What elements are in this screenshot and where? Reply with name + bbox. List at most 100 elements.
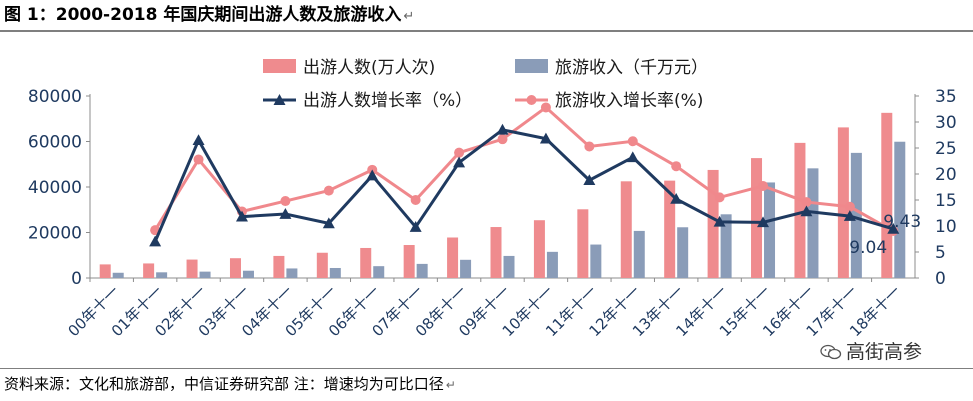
point-visitors-growth bbox=[757, 216, 770, 228]
bar-visitors bbox=[664, 180, 676, 278]
right-axis-tick-label: 30 bbox=[935, 113, 957, 133]
point-visitors-growth bbox=[453, 156, 466, 168]
point-visitors-growth bbox=[192, 134, 205, 145]
bar-revenue bbox=[677, 227, 689, 278]
bottom-rule bbox=[0, 368, 973, 369]
bar-visitors bbox=[881, 112, 893, 279]
point-revenue-growth bbox=[323, 185, 334, 196]
bar-visitors bbox=[533, 220, 545, 278]
point-visitors-growth bbox=[583, 174, 596, 186]
right-axis-tick-label: 25 bbox=[935, 139, 957, 159]
line-revenue-growth bbox=[153, 105, 895, 233]
bar-visitors bbox=[837, 127, 849, 279]
bar-revenue bbox=[460, 259, 472, 278]
chart-canvas: 0200004000060000800000510152025303500年十一… bbox=[28, 58, 957, 340]
bar-visitors bbox=[143, 263, 155, 278]
line-visitors-growth bbox=[153, 128, 894, 243]
point-revenue-growth bbox=[758, 180, 769, 191]
left-axis-tick-label: 40000 bbox=[28, 178, 82, 198]
bar-revenue bbox=[503, 255, 515, 278]
bar-revenue bbox=[112, 272, 124, 278]
legend-item-visitors-growth-marker bbox=[273, 94, 286, 105]
legend-item-revenue-swatch bbox=[515, 59, 548, 73]
point-revenue-growth bbox=[454, 147, 465, 158]
bar-revenue bbox=[807, 168, 819, 278]
bar-revenue bbox=[850, 152, 862, 278]
bar-visitors bbox=[316, 252, 328, 278]
left-axis-tick-label: 20000 bbox=[28, 224, 82, 244]
point-revenue-growth bbox=[280, 196, 291, 207]
bar-visitors bbox=[794, 142, 806, 278]
left-axis-tick-label: 80000 bbox=[28, 87, 82, 107]
bar-revenue bbox=[416, 263, 428, 278]
bar-visitors bbox=[99, 264, 111, 278]
bar-visitors bbox=[577, 209, 589, 278]
data-label-revenue-growth: 9.04 bbox=[849, 238, 887, 258]
point-revenue-growth bbox=[497, 134, 508, 145]
point-revenue-growth bbox=[844, 201, 855, 212]
bar-visitors bbox=[751, 158, 763, 278]
return-mark-icon: ↵ bbox=[403, 9, 415, 24]
wechat-icon bbox=[820, 344, 842, 360]
figure-title: 图 1：2000-2018 年国庆期间出游人数及旅游收入 ↵ bbox=[4, 2, 414, 28]
legend-item-visitors-swatch bbox=[263, 59, 296, 73]
source-note-text: 资料来源：文化和旅游部，中信证券研究部 注：增速均为可比口径 bbox=[4, 375, 444, 393]
bar-visitors bbox=[707, 169, 719, 278]
point-revenue-growth bbox=[410, 195, 421, 205]
point-visitors-growth bbox=[496, 123, 509, 135]
top-rule bbox=[0, 30, 973, 32]
point-visitors-growth bbox=[149, 235, 162, 247]
point-revenue-growth bbox=[801, 197, 812, 208]
right-axis-tick-label: 10 bbox=[935, 217, 957, 237]
bar-visitors bbox=[490, 227, 502, 278]
right-axis-tick-label: 20 bbox=[935, 165, 957, 185]
bar-visitors bbox=[360, 247, 372, 278]
bar-revenue bbox=[894, 141, 906, 278]
legend-item-visitors-growth-label: 出游人数增长率（%） bbox=[303, 91, 472, 111]
point-visitors-growth bbox=[626, 151, 639, 163]
point-visitors-growth bbox=[279, 208, 292, 219]
bar-revenue bbox=[546, 251, 558, 278]
source-note: 资料来源：文化和旅游部，中信证券研究部 注：增速均为可比口径 ↵ bbox=[4, 371, 456, 397]
point-visitors-growth bbox=[235, 210, 248, 222]
bar-visitors bbox=[273, 255, 285, 278]
point-visitors-growth bbox=[670, 192, 683, 204]
right-axis-tick-label: 35 bbox=[935, 87, 957, 107]
point-visitors-growth bbox=[843, 210, 856, 221]
point-visitors-growth bbox=[887, 222, 900, 234]
return-mark-icon: ↵ bbox=[445, 378, 456, 392]
bar-revenue bbox=[242, 270, 254, 278]
data-label-visitors-growth: 9.43 bbox=[883, 212, 921, 232]
point-revenue-growth bbox=[671, 161, 682, 172]
point-visitors-growth bbox=[409, 221, 422, 232]
right-axis-tick-label: 15 bbox=[935, 191, 957, 211]
figure-title-text: 图 1：2000-2018 年国庆期间出游人数及旅游收入 bbox=[4, 5, 402, 25]
bar-revenue bbox=[373, 266, 385, 278]
point-revenue-growth bbox=[627, 136, 638, 147]
bar-revenue bbox=[590, 244, 602, 278]
left-axis-tick-label: 0 bbox=[71, 269, 82, 289]
point-revenue-growth bbox=[193, 154, 204, 165]
point-visitors-growth bbox=[713, 215, 726, 227]
bar-revenue bbox=[199, 271, 211, 278]
point-visitors-growth bbox=[800, 205, 813, 217]
bar-revenue bbox=[329, 267, 341, 278]
legend-item-revenue-growth-marker bbox=[526, 95, 537, 105]
point-visitors-growth bbox=[366, 169, 379, 181]
watermark: 高街高参 bbox=[820, 340, 922, 364]
point-visitors-growth bbox=[539, 132, 552, 144]
bar-revenue bbox=[720, 214, 732, 278]
point-revenue-growth bbox=[584, 141, 595, 152]
left-axis-tick-label: 60000 bbox=[28, 133, 82, 153]
bar-visitors bbox=[403, 245, 415, 278]
bar-visitors bbox=[447, 237, 459, 278]
bar-revenue bbox=[764, 182, 776, 278]
bar-visitors bbox=[186, 259, 198, 278]
bar-revenue bbox=[156, 272, 168, 278]
right-axis-tick-label: 5 bbox=[935, 243, 946, 263]
bar-visitors bbox=[229, 258, 241, 278]
bar-visitors bbox=[620, 181, 632, 278]
legend-item-visitors-label: 出游人数(万人次) bbox=[303, 58, 435, 78]
point-visitors-growth bbox=[322, 217, 335, 229]
legend-item-revenue-growth-label: 旅游收入增长率(%) bbox=[555, 91, 703, 111]
